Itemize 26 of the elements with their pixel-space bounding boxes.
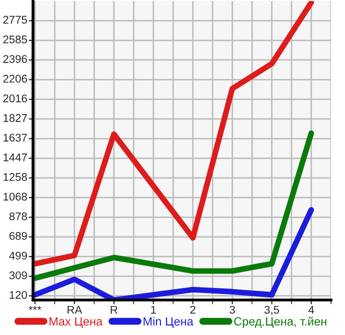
y-tick-label: 2775: [3, 16, 27, 24]
x-tick-label: ***: [28, 306, 42, 310]
x-tick-label: 1: [151, 306, 156, 314]
y-tick-label: 1827: [4, 114, 27, 122]
x-tick-label: 4: [308, 306, 314, 314]
y-tick-label: 499: [9, 252, 27, 260]
y-tick-label: 1258: [4, 173, 27, 181]
y-tick-label: 1068: [4, 192, 27, 201]
legend-label: Min Цена: [144, 316, 194, 328]
y-tick-label: 2585: [3, 36, 27, 44]
x-tick-label: 3,5: [264, 306, 280, 316]
legend-label: Max Цена: [50, 317, 103, 328]
y-tick-label: 1637: [4, 134, 27, 142]
y-tick-label: 2016: [3, 94, 27, 102]
y-tick-label: 1447: [4, 154, 27, 162]
y-tick-label: 689: [9, 232, 27, 240]
x-tick-label: R: [110, 306, 118, 314]
y-tick-label: 878: [9, 212, 27, 220]
y-tick-label: 2396: [3, 55, 27, 63]
x-tick-label: 2: [190, 306, 196, 314]
y-tick-label: 2206: [3, 74, 27, 83]
x-tick-label: 3: [230, 306, 235, 314]
y-tick-label: 309: [9, 271, 27, 280]
x-tick-label: RA: [68, 306, 82, 314]
legend-label: Сред.Цена, т.йен: [234, 316, 326, 328]
y-tick-label: 120: [10, 290, 28, 299]
